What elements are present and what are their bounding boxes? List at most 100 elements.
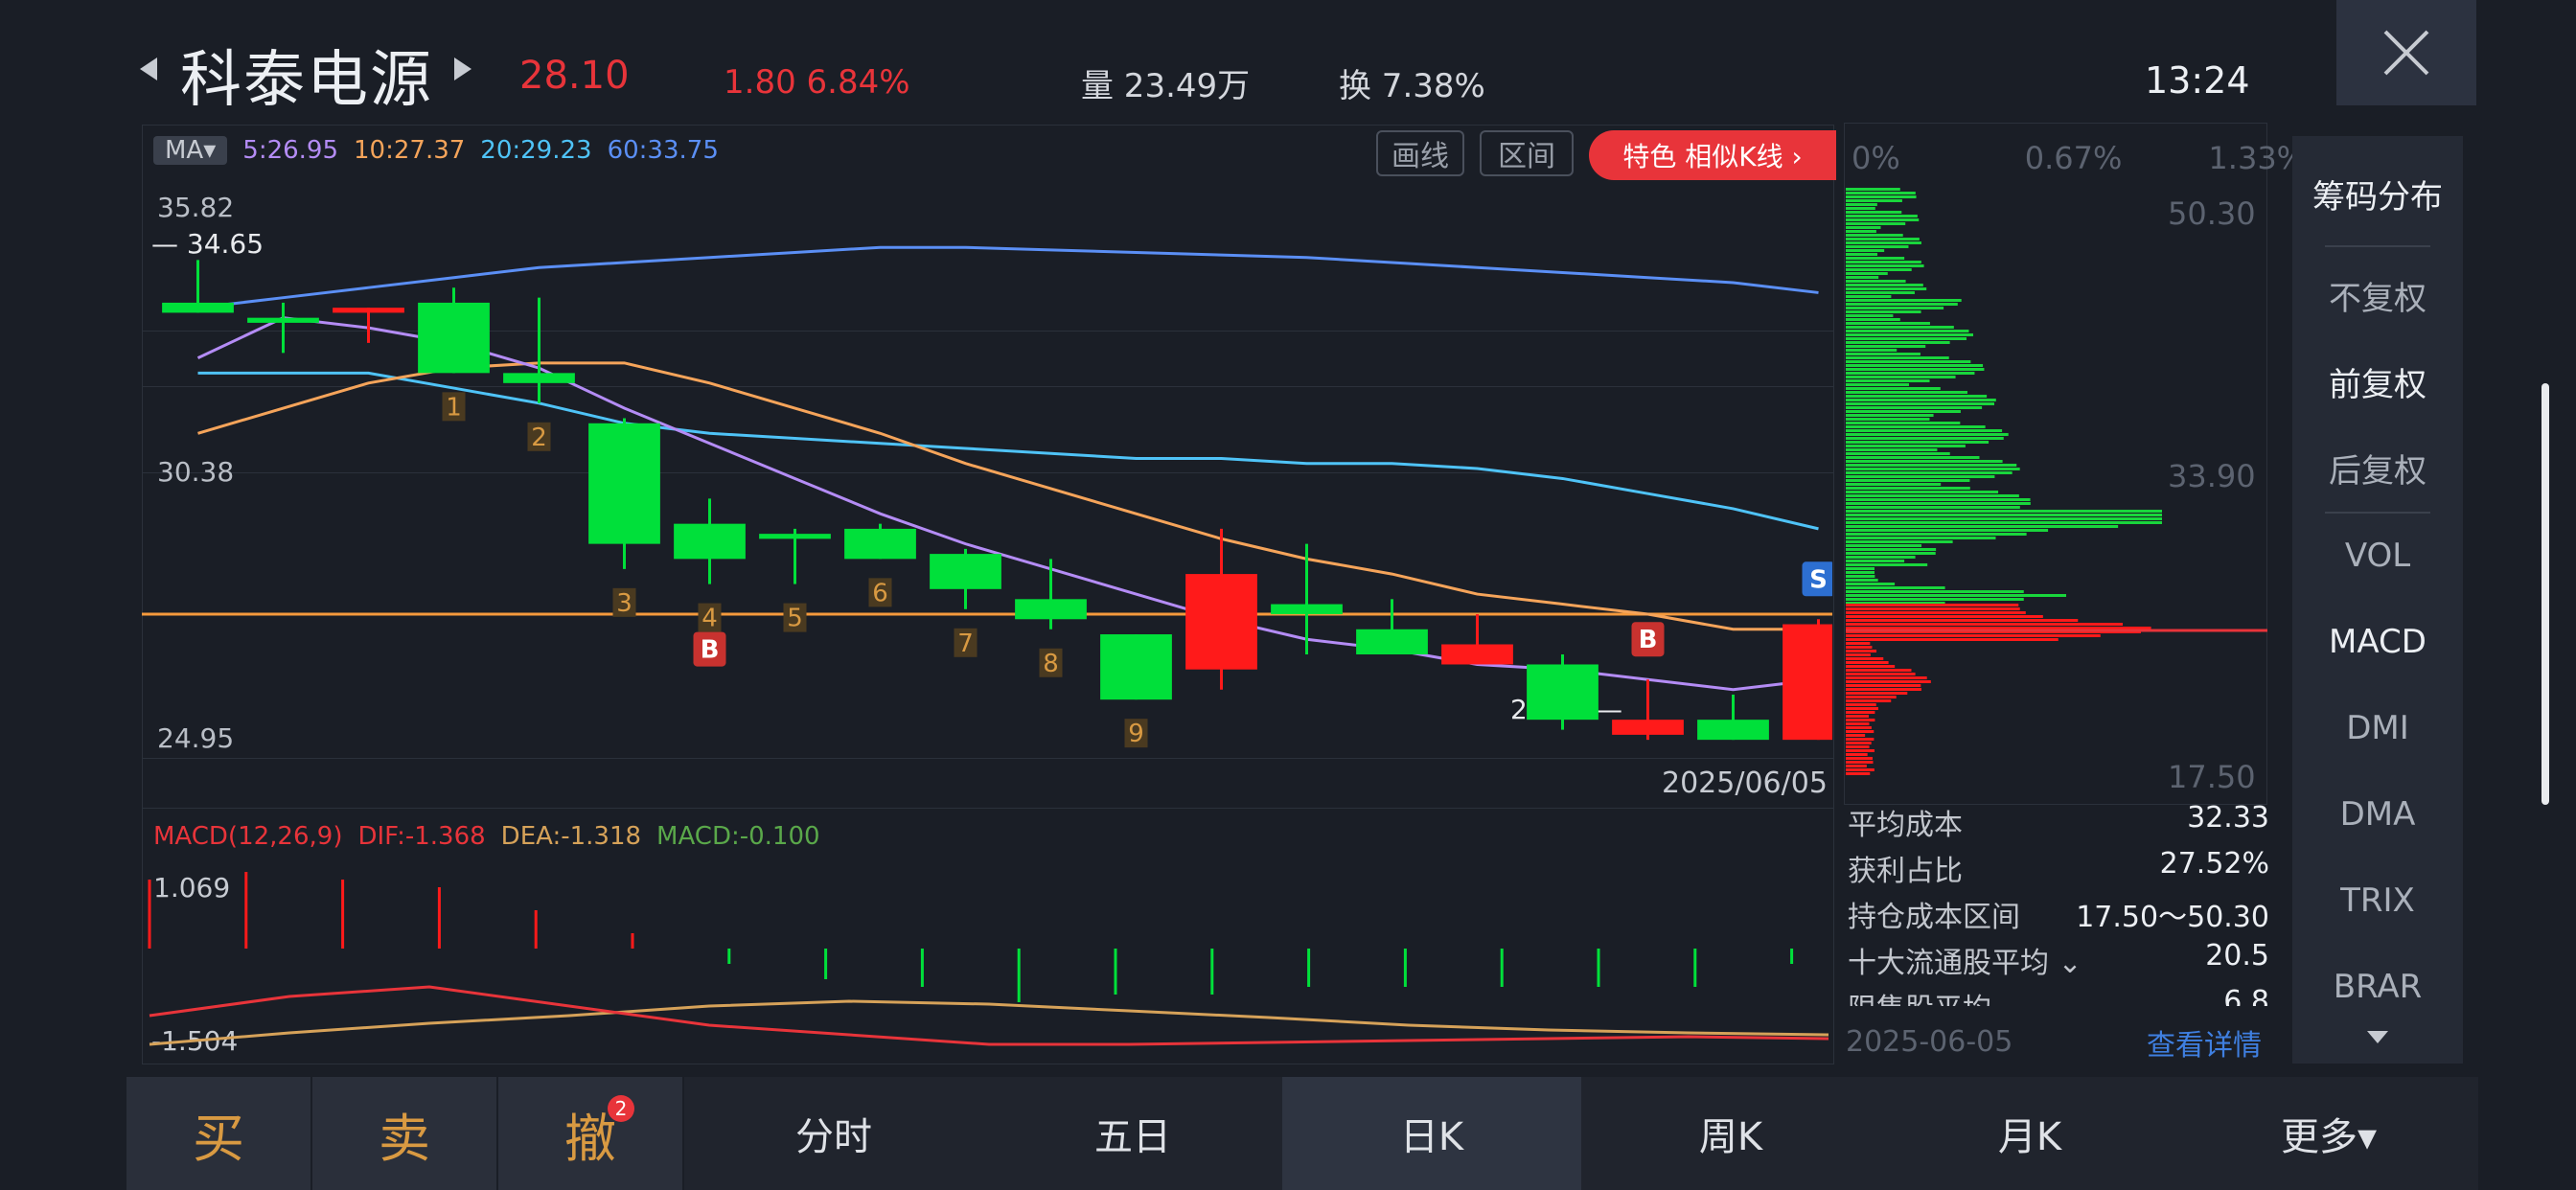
chip-bar-profit: [1846, 510, 2162, 513]
chip-bar-profit: [1846, 268, 1912, 271]
sequence-badge: [868, 578, 892, 607]
menu-dma[interactable]: DMA: [2339, 795, 2416, 834]
chip-bar-profit: [1846, 602, 1945, 605]
prev-stock-arrow[interactable]: [140, 57, 157, 80]
ma60-line: [197, 245, 1819, 309]
chip-bar-profit: [1846, 406, 1983, 409]
chip-bar-loss: [1846, 745, 1870, 748]
buy-button[interactable]: 买: [126, 1077, 312, 1190]
chip-bar-profit: [1846, 222, 1906, 225]
chip-bar-profit: [1846, 280, 1906, 283]
scrollbar[interactable]: [2542, 383, 2549, 805]
candlestick-chart[interactable]: 1 2 3 4 5 6 7 8 9 B B S: [142, 182, 1832, 776]
chip-bar-profit: [1846, 479, 1970, 482]
tab-five-day[interactable]: 五日: [1094, 1115, 1171, 1159]
menu-trix[interactable]: TRIX: [2340, 881, 2415, 920]
tab-monthly-k[interactable]: 月K: [1997, 1115, 2062, 1159]
chip-bar-profit: [1846, 345, 1926, 348]
chip-bar-profit: [1846, 560, 1905, 562]
chip-bar-profit: [1846, 337, 1967, 340]
tab-intraday[interactable]: 分时: [795, 1115, 872, 1159]
chip-bar-profit: [1846, 422, 1961, 424]
menu-more-icon[interactable]: [2367, 1031, 2388, 1043]
chip-bar-profit: [1846, 452, 1950, 455]
candle-body: [1356, 629, 1428, 654]
chip-bar-profit: [1846, 583, 1896, 585]
candle-body: [1782, 624, 1832, 741]
chip-bar-profit: [1846, 410, 1961, 413]
candle-body: [247, 317, 319, 323]
chip-bar-profit: [1846, 261, 1921, 263]
chip-bar-profit: [1846, 379, 1930, 382]
range-button[interactable]: 区间: [1480, 130, 1574, 176]
chip-bar-profit: [1846, 414, 1934, 417]
chip-bar-profit: [1846, 491, 1999, 493]
chip-row-top10-avg[interactable]: 十大流通股平均 ⌄ 20.5: [1848, 939, 2269, 980]
chip-bar-loss: [1846, 738, 1874, 741]
menu-chip-distribution[interactable]: 筹码分布: [2312, 178, 2443, 217]
candle-body: [1441, 644, 1513, 665]
chip-bar-profit: [1846, 517, 2162, 520]
chip-date: 2025-06-05: [1846, 1025, 2013, 1059]
current-price: 28.10: [519, 54, 630, 98]
chip-bar-loss: [1846, 757, 1874, 760]
chip-bar-profit: [1846, 598, 2024, 601]
dea-value: DEA:-1.318: [500, 822, 642, 851]
chip-bar-profit: [1846, 399, 1996, 401]
chip-bar-loss: [1846, 768, 1874, 771]
menu-vol[interactable]: VOL: [2344, 537, 2411, 575]
sequence-number: 9: [1128, 720, 1144, 748]
cancel-order-button[interactable]: 撤: [498, 1077, 684, 1190]
ma-selector[interactable]: MA▾: [153, 136, 228, 165]
chip-bar-loss: [1846, 673, 1916, 675]
menu-macd[interactable]: MACD: [2329, 623, 2426, 661]
tab-weekly-k[interactable]: 周K: [1698, 1115, 1763, 1159]
macd-value: MACD:-0.100: [656, 822, 820, 851]
menu-backward-adjust[interactable]: 后复权: [2329, 452, 2426, 491]
tab-daily-k[interactable]: 日K: [1282, 1077, 1581, 1190]
menu-forward-adjust[interactable]: 前复权: [2329, 366, 2426, 404]
chip-bar-profit: [1846, 192, 1916, 195]
tab-more[interactable]: 更多▾: [2280, 1115, 2378, 1159]
candle-body: [844, 528, 916, 560]
chip-bar-loss: [1846, 696, 1897, 698]
chip-row-restricted-avg[interactable]: 限售股平均 ⌄6.8: [1848, 985, 2269, 1006]
ma5-line: [196, 316, 1819, 692]
chip-bar-loss: [1846, 707, 1878, 710]
chip-bar-loss: [1846, 615, 2043, 618]
macd-top-label: 1.069: [153, 872, 231, 904]
max-price-marker: — 34.65: [151, 228, 264, 260]
chip-bar-profit: [1846, 529, 2049, 532]
chip-bar-profit: [1846, 322, 1930, 325]
view-details-link[interactable]: 查看详情: [2147, 1029, 2262, 1063]
chip-bar-loss: [1846, 650, 1877, 652]
chip-bar-profit: [1846, 567, 1875, 570]
chip-bar-profit: [1846, 402, 1995, 405]
kline-panel[interactable]: [142, 125, 1834, 809]
chip-bar-profit: [1846, 314, 1894, 317]
macd-panel[interactable]: [142, 807, 1834, 1064]
chip-bar-profit: [1846, 383, 1910, 386]
chip-bar-profit: [1846, 425, 1986, 428]
sell-button[interactable]: 卖: [312, 1077, 498, 1190]
close-icon: [2383, 30, 2429, 76]
menu-dmi[interactable]: DMI: [2346, 709, 2409, 747]
similar-kline-button[interactable]: 特色 相似K线 ›: [1589, 130, 1836, 180]
menu-brar[interactable]: BRAR: [2333, 968, 2423, 1006]
chip-bar-loss: [1846, 657, 1884, 660]
chip-bar-profit: [1846, 471, 2012, 474]
chip-bar-profit: [1846, 207, 1875, 210]
draw-line-button[interactable]: 画线: [1376, 130, 1464, 176]
chip-bar-profit: [1846, 238, 1920, 240]
chip-bar-profit: [1846, 456, 1980, 459]
chip-bar-profit: [1846, 376, 1956, 378]
chip-bar-loss: [1846, 669, 1912, 672]
candle-body: [1271, 604, 1343, 615]
chip-panel[interactable]: [1844, 123, 2267, 805]
pending-order-badge: 2: [608, 1095, 634, 1122]
chip-bar-profit: [1846, 594, 2066, 597]
menu-no-adjust[interactable]: 不复权: [2329, 280, 2426, 318]
chip-bar-profit: [1846, 299, 1962, 302]
next-stock-arrow[interactable]: [454, 57, 472, 80]
close-button[interactable]: [2336, 0, 2476, 105]
